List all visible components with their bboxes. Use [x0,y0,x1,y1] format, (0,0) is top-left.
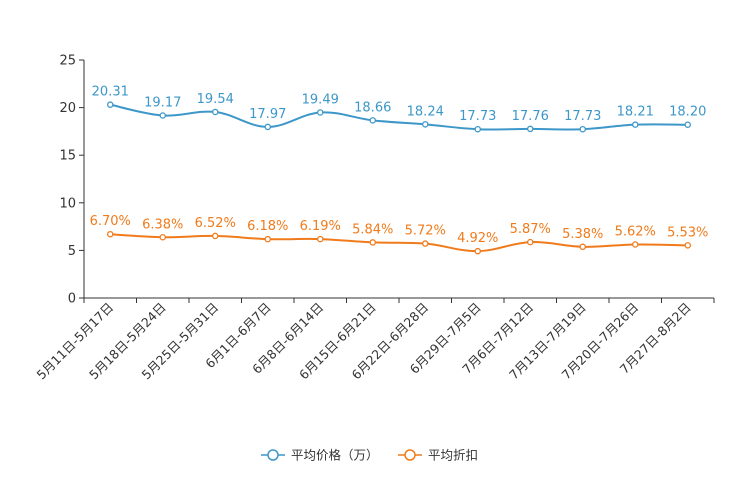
legend-circle-icon [404,449,416,461]
data-label: 19.49 [302,92,339,107]
y-tick-label: 0 [68,292,76,307]
data-label: 20.31 [92,85,129,100]
x-axis: 5月11日-5月17日5月18日-5月24日5月25日-5月31日6月1日-6月… [33,297,715,382]
data-point[interactable] [316,235,324,243]
data-point[interactable] [264,123,271,131]
data-label: 18.20 [669,105,706,120]
data-point[interactable] [421,240,429,247]
y-tick-label: 20 [59,101,76,116]
data-label: 18.24 [407,104,444,119]
data-point[interactable] [684,121,692,128]
y-tick-label: 25 [59,54,76,69]
data-label: 17.73 [564,109,601,124]
data-point[interactable] [474,247,481,255]
data-label: 6.70% [90,214,131,229]
y-tick-label: 15 [59,149,76,164]
data-point[interactable] [211,232,219,240]
data-label: 6.18% [247,219,288,234]
data-point[interactable] [527,238,534,246]
series-2: 6.70% 6.38% 6.52% 6.18% 6.19% 5.84% 5.72% 4.92%… [90,214,708,255]
y-tick-label: 10 [59,196,76,211]
data-label: 5.84% [352,222,393,237]
data-point[interactable] [159,234,166,241]
y-tick-label: 5 [68,244,76,259]
legend-item-2[interactable]: 平均折扣 [398,448,478,463]
data-label: 17.73 [459,109,496,124]
data-point[interactable] [632,121,639,128]
data-point[interactable] [211,108,219,116]
data-point[interactable] [316,109,324,116]
data-point[interactable] [579,243,587,251]
data-point[interactable] [369,239,376,246]
series-line [110,233,688,253]
data-label: 18.66 [354,100,391,115]
data-point[interactable] [369,117,376,124]
data-point[interactable] [264,235,271,243]
data-label: 17.76 [512,109,549,124]
data-label: 19.17 [144,96,181,111]
series-1: 20.31 19.17 19.54 17.97 19.49 18.66 18.24 17.73… [92,85,706,133]
data-point[interactable] [632,241,639,248]
data-label: 6.52% [195,216,236,231]
data-label: 19.54 [197,92,234,107]
series-line [110,103,688,131]
data-point[interactable] [579,125,587,133]
data-point[interactable] [684,242,692,249]
data-label: 4.92% [457,231,498,246]
data-label: 5.38% [562,227,603,242]
data-point[interactable] [474,125,481,133]
data-label: 18.21 [617,105,654,120]
data-label: 5.72% [405,224,446,239]
data-point[interactable] [159,112,166,119]
legend-label: 平均折扣 [428,448,478,463]
data-label: 6.19% [300,219,341,234]
data-label: 6.38% [142,217,183,232]
data-point[interactable] [421,121,429,128]
data-label: 5.87% [510,222,551,237]
legend-circle-icon [267,449,279,461]
legend-item-1[interactable]: 平均价格（万） [261,448,379,463]
data-label: 5.53% [667,225,708,240]
data-label: 17.97 [249,107,286,122]
legend[interactable]: 平均价格（万） 平均折扣 [261,448,478,463]
data-point[interactable] [107,101,114,108]
data-point[interactable] [527,125,534,133]
data-label: 5.62% [615,224,656,239]
legend-label: 平均价格（万） [291,448,379,463]
series-layer: 20.31 19.17 19.54 17.97 19.49 18.66 18.24 17.73… [90,85,708,255]
data-point[interactable] [107,230,114,238]
y-axis: 0 5 10 15 20 25 [59,54,85,307]
